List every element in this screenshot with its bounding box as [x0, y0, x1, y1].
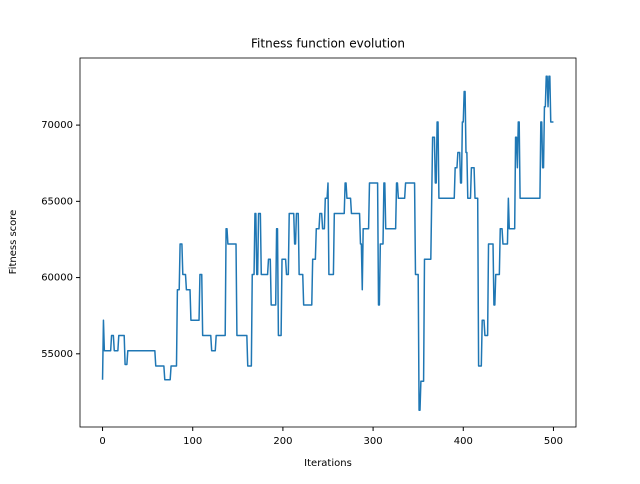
y-tick-label: 70000: [41, 120, 73, 131]
x-tick-label: 500: [544, 436, 563, 447]
y-tick-label: 60000: [41, 273, 73, 284]
y-tick-label: 65000: [41, 196, 73, 207]
chart-title: Fitness function evolution: [251, 37, 405, 51]
x-tick-label: 0: [99, 436, 105, 447]
x-tick-label: 400: [454, 436, 473, 447]
x-tick-label: 100: [183, 436, 202, 447]
data-line: [101, 75, 554, 411]
y-tick-label: 55000: [41, 349, 73, 360]
plot-frame: [79, 57, 577, 428]
x-tick-label: 300: [364, 436, 383, 447]
x-tick-label: 200: [273, 436, 292, 447]
y-axis-label: Fitness score: [8, 210, 19, 275]
x-axis-label: Iterations: [304, 458, 352, 469]
